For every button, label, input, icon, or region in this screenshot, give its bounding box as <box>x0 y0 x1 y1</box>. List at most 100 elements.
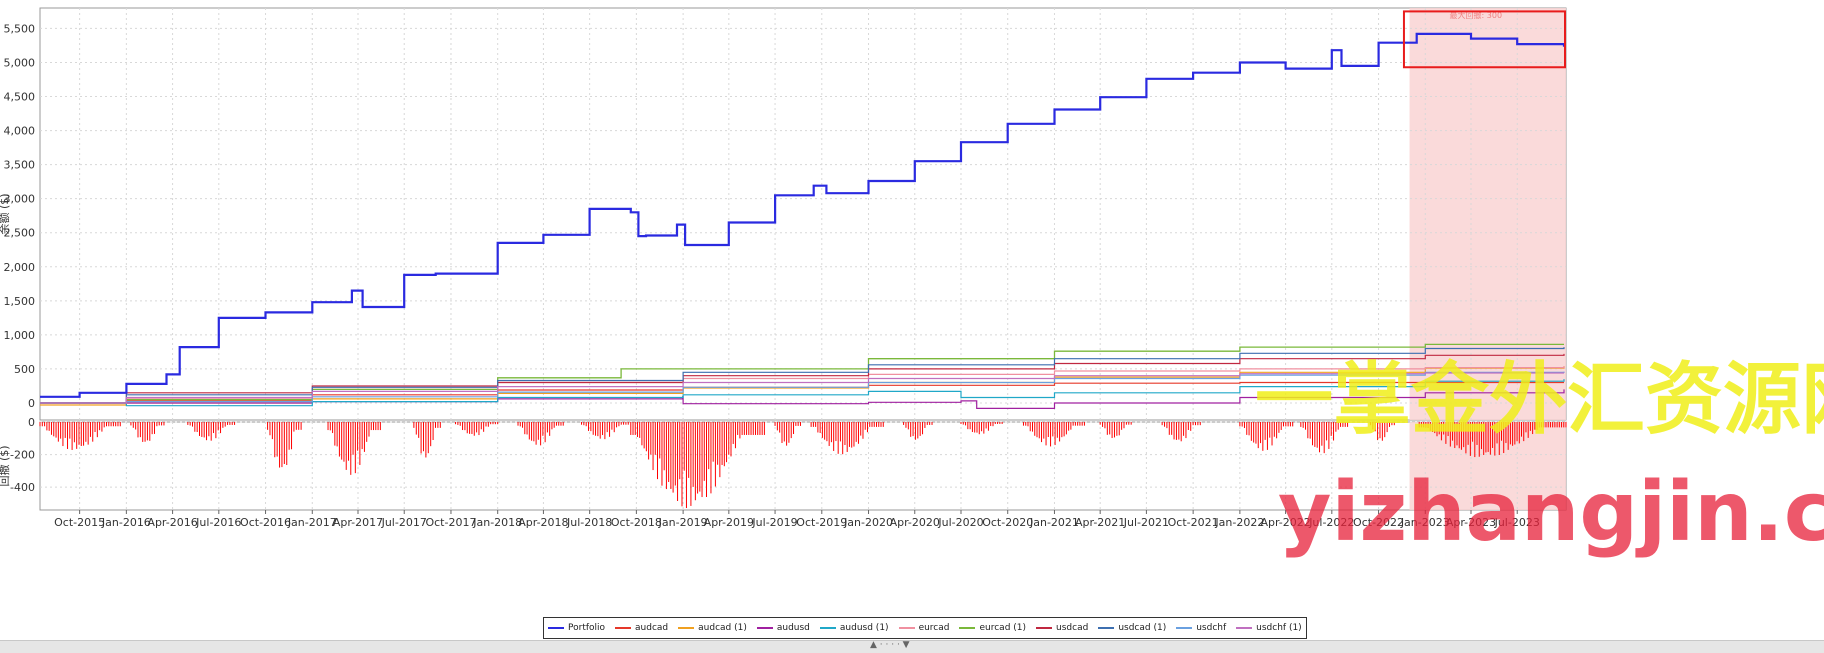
y-tick-label: 2,000 <box>4 261 36 274</box>
x-tick-label: Oct-2019 <box>796 516 847 529</box>
legend-item: audusd <box>756 623 810 633</box>
resize-handle-icon[interactable]: ▲ · · · · ▼ <box>870 640 910 650</box>
y-tick-label: 1,500 <box>4 295 36 308</box>
x-tick-label: Jan-2017 <box>287 516 337 529</box>
legend-label: audusd (1) <box>839 623 889 633</box>
legend-item: audusd (1) <box>819 623 889 633</box>
y-tick-label: 4,000 <box>4 125 36 138</box>
x-tick-label: Jan-2016 <box>101 516 151 529</box>
x-tick-label: Apr-2018 <box>518 516 568 529</box>
series-line-usdchf <box>40 371 1565 404</box>
legend-label: eurcad <box>918 623 950 633</box>
y-tick-label: 2,500 <box>4 227 36 240</box>
y-tick-label-drawdown: -400 <box>10 481 35 494</box>
highlight-label: 最大回撤: 300 <box>1450 10 1503 20</box>
x-tick-label: Apr-2016 <box>147 516 197 529</box>
legend-swatch <box>1036 627 1053 629</box>
x-axis: Oct-2015Jan-2016Apr-2016Jul-2016Oct-2016… <box>54 510 1540 529</box>
x-tick-label: Oct-2021 <box>1168 516 1219 529</box>
x-tick-label: Jan-2023 <box>1400 516 1450 529</box>
x-tick-label: Jul-2018 <box>566 516 612 529</box>
y-axis-label-drawdown: 回撤 ($) <box>0 445 11 486</box>
highlight-box <box>1402 10 1567 69</box>
legend-swatch <box>678 627 695 629</box>
balance-panel: 最大回撤: 300 0 500 1,000 1,500 2,000 2,500 3,000 3,… <box>0 7 1567 421</box>
legend-item: audcad <box>615 623 668 633</box>
x-tick-label: Jan-2020 <box>843 516 893 529</box>
legend-swatch <box>615 627 632 629</box>
legend-swatch <box>1098 627 1115 629</box>
y-tick-label: 3,500 <box>4 159 36 172</box>
legend-label: Portfolio <box>568 623 606 633</box>
scroll-bar[interactable] <box>0 640 1824 653</box>
x-tick-label: Jan-2018 <box>472 516 522 529</box>
series-line-audusd-1- <box>40 379 1565 407</box>
x-tick-label: Jul-2016 <box>195 516 241 529</box>
legend-swatch <box>1236 627 1253 629</box>
y-tick-label: 5,000 <box>4 56 36 69</box>
x-tick-label: Apr-2020 <box>890 516 940 529</box>
x-tick-label: Oct-2018 <box>611 516 662 529</box>
legend-label: audcad <box>635 623 669 633</box>
legend-swatch <box>548 627 564 629</box>
legend-item: usdchf (1) <box>1236 623 1302 633</box>
legend-swatch <box>898 627 915 629</box>
legend-swatch <box>1176 627 1193 629</box>
legend-label: usdchf (1) <box>1256 623 1302 633</box>
x-tick-label: Jan-2021 <box>1029 516 1079 529</box>
x-tick-label: Oct-2022 <box>1353 516 1404 529</box>
x-tick-label: Oct-2015 <box>54 516 105 529</box>
x-tick-label: Jul-2021 <box>1123 516 1169 529</box>
x-tick-label: Jul-2019 <box>751 516 797 529</box>
y-tick-label: 3,000 <box>4 193 36 206</box>
legend-item: usdcad (1) <box>1098 623 1166 633</box>
series-line-usdchf-1- <box>40 372 1564 404</box>
watermark-chinese: 一掌金外汇资源网 <box>1255 355 1824 445</box>
x-tick-label: Apr-2021 <box>1075 516 1125 529</box>
legend-item: usdchf <box>1176 623 1226 633</box>
y-tick-label: 4,500 <box>4 91 36 104</box>
x-tick-label: Jul-2022 <box>1308 516 1354 529</box>
legend-item: eurcad (1) <box>959 623 1026 633</box>
x-tick-label: Oct-2016 <box>240 516 291 529</box>
legend-label: audcad (1) <box>698 623 747 633</box>
y-tick-label: 5,500 <box>4 22 36 35</box>
legend-item: usdcad <box>1036 623 1088 633</box>
legend-swatch <box>819 627 836 629</box>
series-line-portfolio <box>40 32 1566 398</box>
x-tick-label: Jul-2017 <box>381 516 427 529</box>
legend-swatch <box>756 627 773 629</box>
x-tick-label: Jul-2020 <box>937 516 983 529</box>
x-tick-label: Apr-2023 <box>1446 516 1496 529</box>
legend-label: audusd <box>776 623 810 633</box>
x-tick-label: Oct-2017 <box>425 516 476 529</box>
watermark-url: yizhangjin.com <box>1278 465 1824 560</box>
y-tick-label: 500 <box>14 363 35 376</box>
legend-item: audcad (1) <box>678 623 747 633</box>
legend-label: usdcad (1) <box>1118 623 1167 633</box>
x-tick-label: Jul-2023 <box>1494 516 1540 529</box>
legend: Portfolio audcad audcad (1) audusd audusd (1… <box>543 617 1307 639</box>
legend-label: eurcad (1) <box>979 623 1027 633</box>
y-tick-label: 0 <box>28 397 35 410</box>
x-tick-label: Jan-2022 <box>1214 516 1264 529</box>
y-tick-label-drawdown: 0 <box>28 416 35 429</box>
legend-swatch <box>959 627 976 629</box>
legend-item: eurcad <box>898 623 950 633</box>
x-tick-label: Jan-2019 <box>658 516 708 529</box>
legend-item: Portfolio <box>548 623 605 633</box>
legend-label: usdchf <box>1196 623 1227 633</box>
x-tick-label: Oct-2020 <box>982 516 1033 529</box>
y-tick-label-drawdown: -200 <box>10 449 35 462</box>
x-tick-label: Apr-2017 <box>333 516 383 529</box>
x-tick-label: Apr-2022 <box>1260 516 1310 529</box>
legend-label: usdcad <box>1056 623 1089 633</box>
y-tick-label: 1,000 <box>4 329 36 342</box>
y-axis-label: 余额 ($) <box>0 193 11 234</box>
balance-plot-frame <box>39 7 1567 421</box>
highlight-region <box>1409 8 1566 420</box>
drawdown-plot-frame <box>39 421 1567 511</box>
x-tick-label: Apr-2019 <box>704 516 754 529</box>
